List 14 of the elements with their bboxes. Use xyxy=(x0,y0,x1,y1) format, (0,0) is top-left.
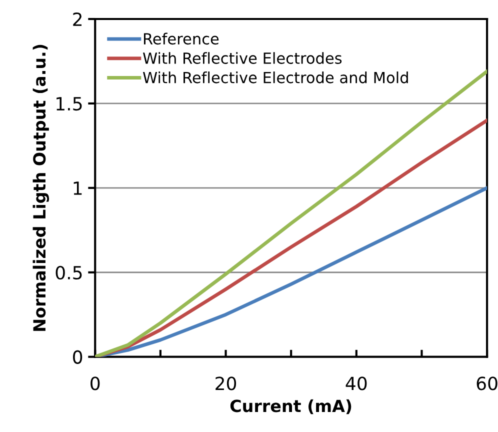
y-tick-label: 2 xyxy=(73,12,82,26)
y-tick-label: 1.5 xyxy=(56,97,82,111)
y-tick-label: 1 xyxy=(74,182,82,195)
x-axis-title: Current (mA) xyxy=(230,399,352,414)
x-tick-label: 0 xyxy=(90,376,100,390)
y-tick-label: 0 xyxy=(73,350,82,364)
legend-label: Reference xyxy=(144,32,219,45)
y-tick-label: 0.5 xyxy=(56,266,82,280)
y-axis-title: Normalized Ligth Output (a.u.) xyxy=(32,44,50,331)
x-tick-label: 20 xyxy=(216,376,236,390)
x-tick-label: 40 xyxy=(346,376,367,390)
legend-label: With Reflective Electrode and Mold xyxy=(142,71,408,84)
x-tick-label: 60 xyxy=(476,376,498,390)
legend-label: With Reflective Electrodes xyxy=(142,52,342,64)
